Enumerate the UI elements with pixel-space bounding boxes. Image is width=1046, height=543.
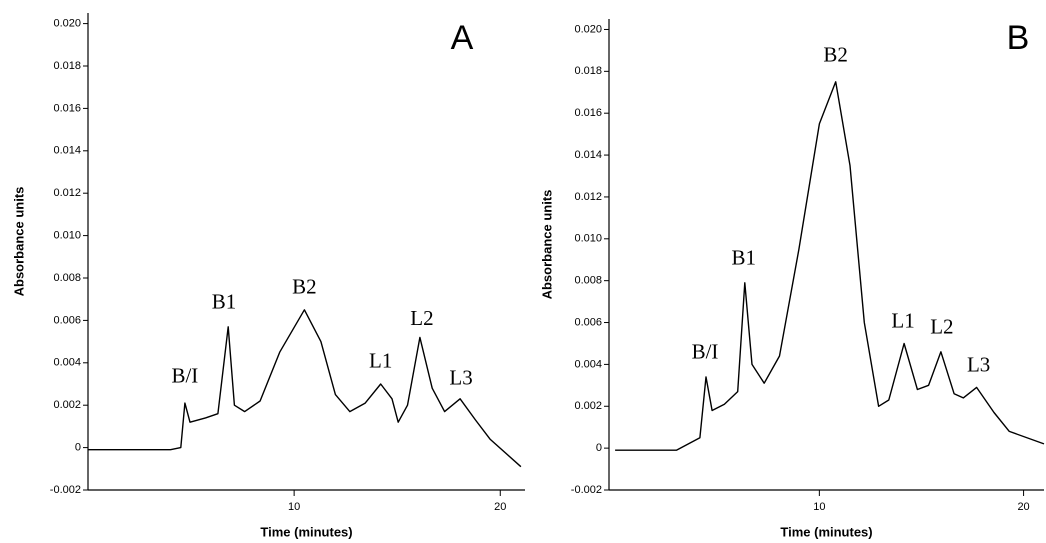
y-tick-label: 0.006 bbox=[574, 316, 602, 328]
x-axis-label: Time (minutes) bbox=[260, 524, 352, 539]
x-axis-label: Time (minutes) bbox=[780, 524, 872, 539]
peak-label: B1 bbox=[212, 289, 237, 313]
peak-label: B/I bbox=[171, 363, 198, 387]
panel-label: B bbox=[1007, 19, 1030, 57]
y-tick-label: 0.008 bbox=[574, 275, 602, 287]
y-tick-label: 0.020 bbox=[53, 18, 81, 30]
y-axis-label: Absorbance units bbox=[539, 190, 554, 300]
y-tick-label: 0 bbox=[596, 442, 602, 454]
y-tick-label: 0.014 bbox=[53, 145, 81, 157]
x-tick-label: 20 bbox=[494, 501, 506, 513]
x-tick-label: 10 bbox=[288, 501, 300, 513]
y-tick-label: 0.018 bbox=[574, 65, 602, 77]
y-tick-label: 0.010 bbox=[53, 230, 81, 242]
peak-label: B2 bbox=[823, 42, 848, 66]
x-tick-label: 10 bbox=[813, 501, 825, 513]
peak-label: L1 bbox=[891, 308, 914, 332]
y-tick-label: 0 bbox=[75, 442, 81, 454]
y-tick-label: 0.018 bbox=[53, 60, 81, 72]
y-tick-label: 0.012 bbox=[53, 187, 81, 199]
y-tick-label: 0.010 bbox=[574, 233, 602, 245]
y-tick-label: -0.002 bbox=[571, 484, 602, 496]
peak-label: B1 bbox=[732, 246, 757, 270]
y-tick-label: 0.004 bbox=[53, 357, 81, 369]
y-tick-label: 0.004 bbox=[574, 358, 602, 370]
panel-label: A bbox=[451, 19, 474, 57]
y-tick-label: 0.002 bbox=[574, 400, 602, 412]
y-tick-label: 0.002 bbox=[53, 399, 81, 411]
y-tick-label: 0.016 bbox=[53, 102, 81, 114]
y-tick-label: 0.012 bbox=[574, 191, 602, 203]
y-tick-label: 0.014 bbox=[574, 149, 602, 161]
y-tick-label: 0.006 bbox=[53, 314, 81, 326]
x-tick-label: 20 bbox=[1017, 501, 1029, 513]
peak-label: L3 bbox=[449, 366, 472, 390]
peak-label: L2 bbox=[410, 306, 433, 330]
trace bbox=[615, 81, 1045, 451]
peak-label: L2 bbox=[930, 315, 953, 339]
peak-label: L3 bbox=[967, 352, 990, 376]
y-tick-label: -0.002 bbox=[50, 484, 81, 496]
peak-label: B2 bbox=[292, 274, 317, 298]
peak-label: B/I bbox=[692, 340, 719, 364]
peak-label: L1 bbox=[369, 349, 392, 373]
y-tick-label: 0.020 bbox=[574, 23, 602, 35]
y-axis-label: Absorbance units bbox=[11, 187, 26, 297]
trace bbox=[88, 309, 522, 468]
y-tick-label: 0.016 bbox=[574, 107, 602, 119]
y-tick-label: 0.008 bbox=[53, 272, 81, 284]
